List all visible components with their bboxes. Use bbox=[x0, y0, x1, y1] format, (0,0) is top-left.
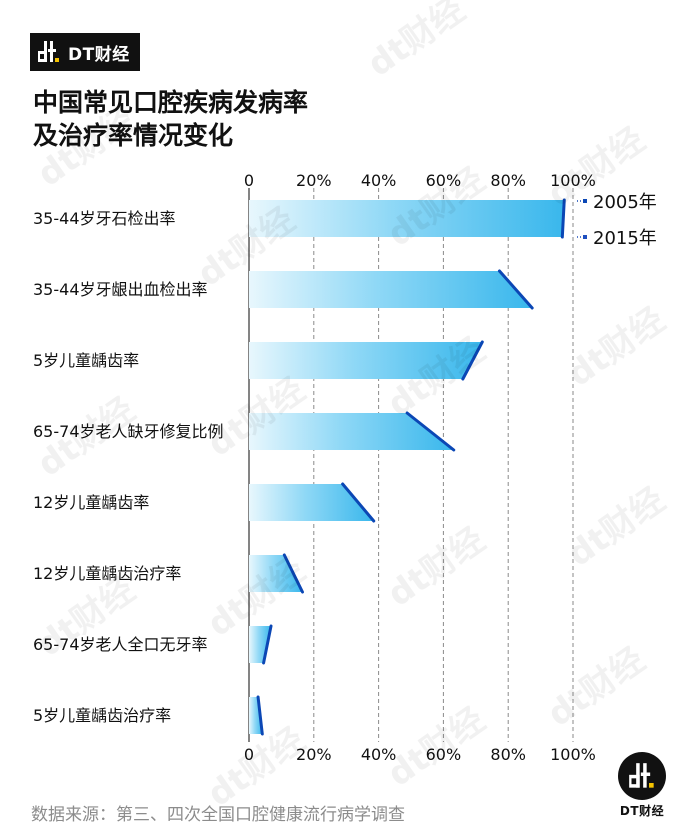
x-tick-label: 80% bbox=[490, 171, 526, 190]
chart-title-line-2: 及治疗率情况变化 bbox=[33, 121, 234, 150]
category-label: 35-44岁牙石检出率 bbox=[33, 209, 176, 228]
x-tick-label: 80% bbox=[490, 745, 526, 764]
x-tick-label: 60% bbox=[426, 171, 462, 190]
x-tick-label: 60% bbox=[426, 745, 462, 764]
x-tick-label: 20% bbox=[296, 171, 332, 190]
legend-marker bbox=[583, 199, 587, 203]
category-label: 5岁儿童龋齿率 bbox=[33, 351, 139, 370]
bar bbox=[249, 413, 454, 450]
bar-change-line bbox=[560, 198, 566, 239]
x-tick-label: 40% bbox=[361, 745, 397, 764]
x-tick-label: 0 bbox=[244, 171, 254, 190]
category-label: 12岁儿童龋齿率 bbox=[33, 493, 149, 512]
category-label: 35-44岁牙龈出血检出率 bbox=[33, 280, 208, 299]
bar bbox=[249, 271, 533, 308]
bar-change-line bbox=[256, 695, 264, 736]
chart-title-line-1: 中国常见口腔疾病发病率 bbox=[33, 88, 309, 117]
bar bbox=[249, 626, 272, 663]
category-label: 12岁儿童龋齿治疗率 bbox=[33, 564, 181, 583]
category-label: 65-74岁老人缺牙修复比例 bbox=[33, 422, 224, 441]
bar-change-line bbox=[497, 269, 534, 310]
corner-logo: DT财经 bbox=[612, 752, 672, 819]
legend-marker bbox=[583, 235, 587, 239]
bar bbox=[249, 200, 565, 237]
legend-label: 2005年 bbox=[593, 192, 657, 213]
bar-change-line bbox=[262, 624, 273, 665]
x-tick-label: 100% bbox=[550, 745, 596, 764]
bar-change-line bbox=[341, 482, 376, 523]
bar-change-line bbox=[461, 340, 484, 381]
data-source: 数据来源：第三、四次全国口腔健康流行病学调查 bbox=[31, 805, 405, 825]
legend-label: 2015年 bbox=[593, 228, 657, 249]
bar bbox=[249, 484, 374, 521]
chart-title: 中国常见口腔疾病发病率 及治疗率情况变化 bbox=[33, 86, 453, 152]
x-tick-label: 40% bbox=[361, 171, 397, 190]
corner-logo-icon bbox=[618, 752, 666, 800]
brand-logo-icon bbox=[38, 40, 60, 64]
brand-name: DT财经 bbox=[68, 44, 130, 65]
bar-change-line bbox=[282, 553, 304, 594]
x-tick-label: 20% bbox=[296, 745, 332, 764]
brand-tag: DT财经 bbox=[30, 33, 140, 71]
bar bbox=[249, 555, 303, 592]
category-label: 65-74岁老人全口无牙率 bbox=[33, 635, 208, 654]
category-label: 5岁儿童龋齿治疗率 bbox=[33, 706, 171, 725]
x-tick-label: 0 bbox=[244, 745, 254, 764]
corner-logo-text: DT财经 bbox=[619, 804, 665, 818]
bar-change-line bbox=[405, 411, 456, 452]
x-tick-label: 100% bbox=[550, 171, 596, 190]
bar bbox=[249, 342, 483, 379]
